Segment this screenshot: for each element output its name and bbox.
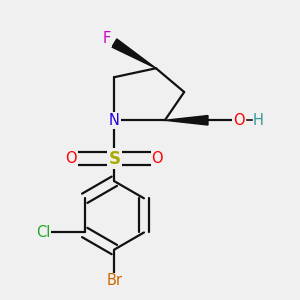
Text: O: O <box>152 152 163 166</box>
Text: F: F <box>103 31 111 46</box>
Polygon shape <box>112 39 156 68</box>
Text: O: O <box>233 113 245 128</box>
Text: N: N <box>109 113 120 128</box>
Text: H: H <box>253 113 264 128</box>
Text: Cl: Cl <box>36 225 50 240</box>
Text: Br: Br <box>106 273 122 288</box>
Polygon shape <box>165 116 208 125</box>
Text: S: S <box>108 150 120 168</box>
Text: O: O <box>65 152 77 166</box>
